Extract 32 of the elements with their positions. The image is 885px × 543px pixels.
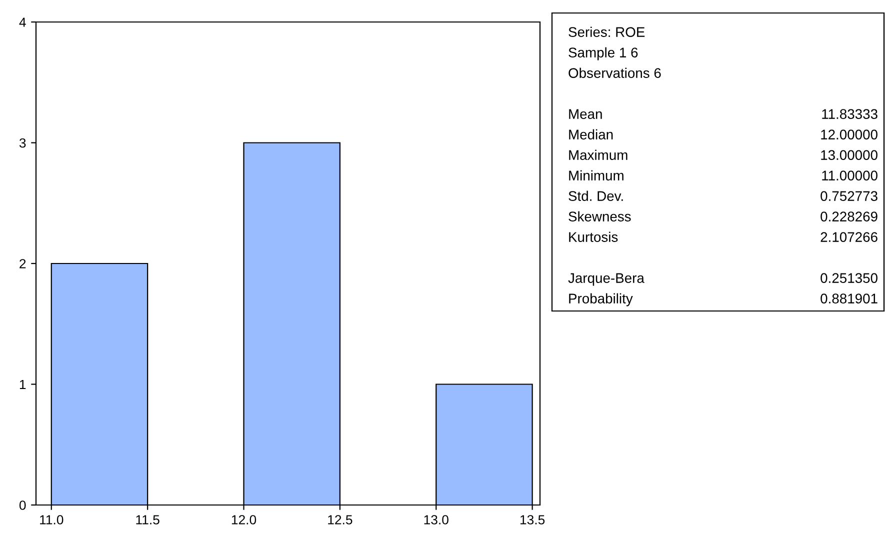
- y-tick-label: 0: [19, 500, 26, 510]
- x-tick-label: 13.5: [520, 515, 545, 524]
- text: 0.881901: [820, 294, 878, 304]
- x-tick-label: 12.5: [328, 515, 352, 524]
- text: 0.251350: [820, 273, 878, 283]
- category-label: Std. Dev.: [568, 190, 623, 201]
- text: 11.00000: [822, 170, 878, 180]
- x-tick-label: 11.5: [136, 515, 160, 524]
- y-tick-label: 3: [19, 138, 26, 148]
- x-tick-label: 13.0: [424, 515, 448, 524]
- text: Sample 1 6: [568, 47, 638, 60]
- text: 12.00000: [821, 130, 878, 140]
- category-label: Maximum: [569, 150, 628, 160]
- x-tick-label: 12.0: [232, 515, 256, 524]
- text: 0.752773: [820, 191, 878, 201]
- y-tick-label: 1: [20, 380, 26, 390]
- x-tick-label: 11.0: [40, 515, 64, 524]
- category-label: Minimum: [569, 170, 624, 180]
- text: 11.83333: [822, 109, 878, 119]
- text: Series: ROE: [568, 26, 645, 37]
- text: 2.107266: [820, 232, 878, 242]
- category-label: Probability: [569, 293, 633, 306]
- category-label: Median: [569, 129, 613, 140]
- text: Observations 6: [568, 68, 661, 78]
- category-label: Mean: [569, 109, 602, 119]
- category-label: Jarque-Bera: [568, 273, 644, 286]
- y-tick-label: 2: [20, 259, 26, 268]
- y-tick-label: 4: [19, 18, 26, 27]
- text: 0.228269: [820, 212, 878, 222]
- text: 13.00000: [821, 150, 878, 160]
- category-label: Kurtosis: [569, 232, 618, 242]
- category-label: Skewness: [568, 211, 631, 222]
